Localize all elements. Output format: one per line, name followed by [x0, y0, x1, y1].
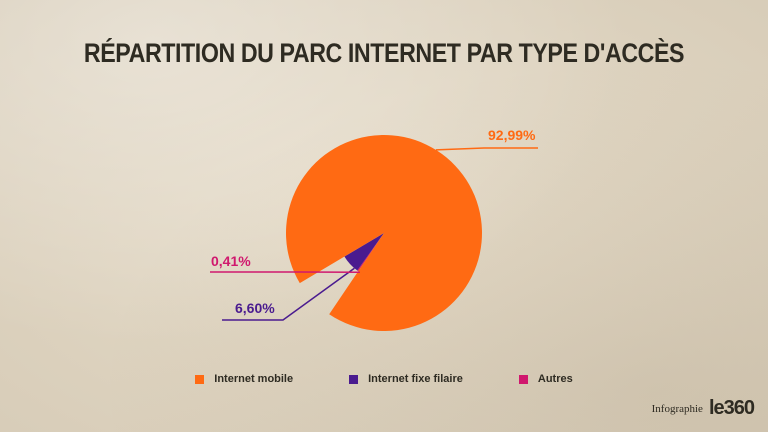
legend-label-internet-fixe-filaire: Internet fixe filaire [368, 373, 463, 385]
legend: Internet mobile Internet fixe filaire Au… [0, 373, 768, 385]
infographie-label: Infographie [651, 403, 703, 415]
legend-label-internet-mobile: Internet mobile [214, 373, 294, 385]
legend-swatch-internet-mobile [195, 374, 205, 384]
legend-item-autres: Autres [518, 373, 573, 385]
le360-logo: le360 [708, 397, 755, 419]
brand-footer: Infographie le360 [651, 397, 755, 419]
legend-item-internet-fixe-filaire: Internet fixe filaire [349, 373, 463, 385]
data-label-autres: 0,41% [211, 253, 251, 269]
data-label-internet-mobile: 92,99% [488, 127, 536, 143]
legend-swatch-internet-fixe-filaire [349, 374, 359, 384]
leader-line-internet-mobile [435, 147, 538, 151]
pie-slice-autres [357, 233, 384, 272]
legend-label-autres: Autres [537, 373, 573, 385]
legend-swatch-autres [518, 374, 528, 384]
pie-slice-internet-mobile [286, 135, 482, 331]
pie-slice-internet-fixe-filaire [344, 233, 384, 271]
legend-item-internet-mobile: Internet mobile [195, 373, 293, 385]
data-label-internet-fixe-filaire: 6,60% [235, 300, 275, 316]
leader-line-internet-fixe-filaire [222, 267, 355, 321]
chart-title: RÉPARTITION DU PARC INTERNET PAR TYPE D'… [83, 38, 685, 68]
